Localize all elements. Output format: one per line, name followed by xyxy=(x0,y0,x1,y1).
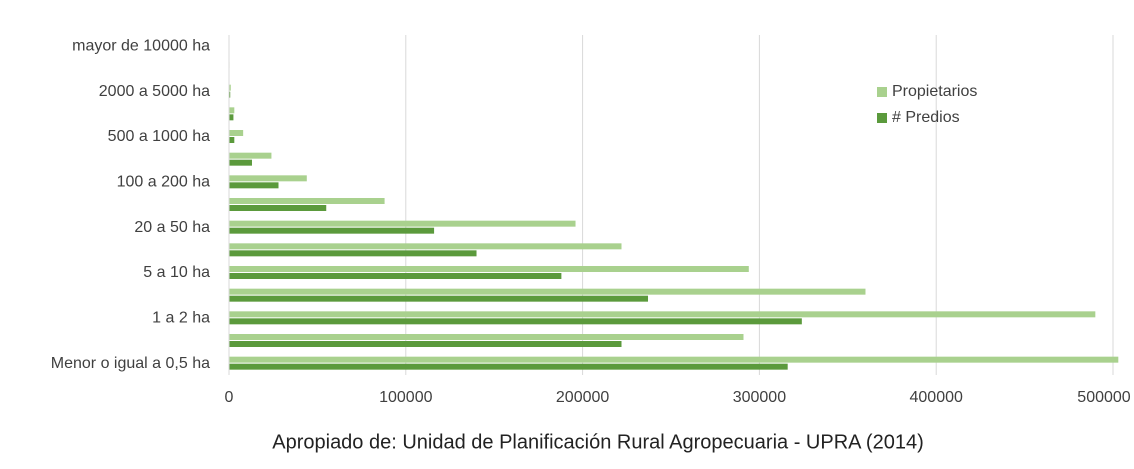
bar xyxy=(229,318,802,324)
y-tick-label: mayor de 10000 ha xyxy=(72,38,210,55)
bar xyxy=(229,221,576,227)
bar xyxy=(229,311,1095,317)
bar xyxy=(229,364,788,370)
bar xyxy=(229,266,749,272)
legend-label: Propietarios xyxy=(892,83,977,100)
y-tick-label: 2000 a 5000 ha xyxy=(99,83,210,100)
x-tick-label: 300000 xyxy=(733,389,786,406)
bar xyxy=(229,205,326,211)
y-tick-label: 500 a 1000 ha xyxy=(108,128,210,145)
y-tick-label: Menor o igual a 0,5 ha xyxy=(51,355,210,372)
bar xyxy=(229,182,279,188)
y-tick-label: 100 a 200 ha xyxy=(117,174,211,191)
legend-swatch xyxy=(877,87,887,97)
x-tick-label: 400000 xyxy=(910,389,963,406)
chart: Apropiado de: Unidad de Planificación Ru… xyxy=(0,0,1134,464)
bar xyxy=(229,175,307,181)
bar xyxy=(229,130,243,136)
x-tick-label: 100000 xyxy=(379,389,432,406)
x-tick-label: 500000 xyxy=(1077,389,1130,406)
bar xyxy=(229,228,434,234)
legend-swatch xyxy=(877,113,887,123)
bar xyxy=(229,153,271,159)
y-tick-label: 1 a 2 ha xyxy=(152,310,210,327)
y-tick-label: 5 a 10 ha xyxy=(143,264,210,281)
legend-label: # Predios xyxy=(892,109,960,126)
bar xyxy=(229,341,621,347)
bar xyxy=(229,243,621,249)
bar xyxy=(229,273,561,279)
x-tick-label: 0 xyxy=(225,389,234,406)
bar xyxy=(229,357,1118,363)
bar xyxy=(229,334,743,340)
x-tick-label: 200000 xyxy=(556,389,609,406)
bar xyxy=(229,198,385,204)
bar xyxy=(229,160,252,166)
bar xyxy=(229,250,477,256)
bar xyxy=(229,296,648,302)
source-note: Apropiado de: Unidad de Planificación Ru… xyxy=(272,431,924,453)
bar xyxy=(229,114,233,120)
bar xyxy=(229,289,865,295)
bar xyxy=(229,107,234,113)
y-tick-label: 20 a 50 ha xyxy=(134,219,210,236)
bar xyxy=(229,137,234,143)
